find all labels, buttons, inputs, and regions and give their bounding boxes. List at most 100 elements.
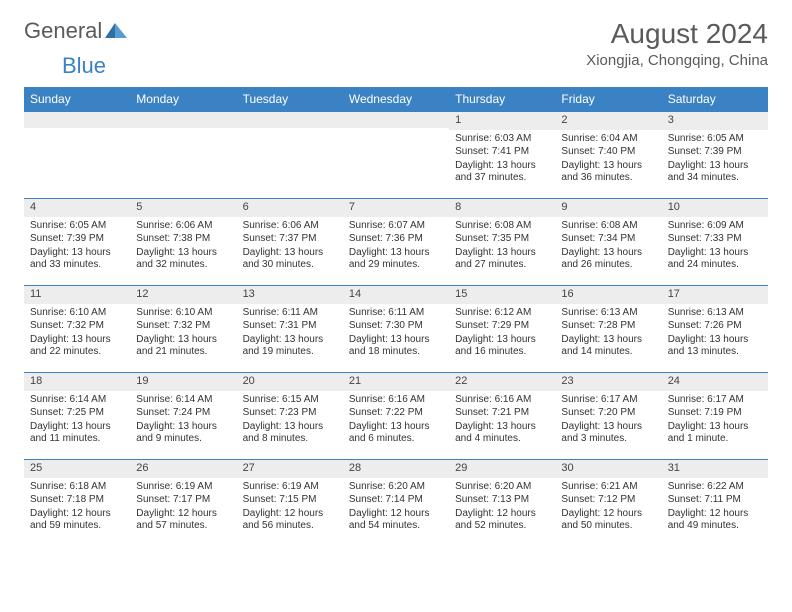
day-header: Sunday <box>24 87 130 111</box>
day-content: Sunrise: 6:21 AMSunset: 7:12 PMDaylight:… <box>555 478 661 538</box>
daylight-text: Daylight: 13 hours and 11 minutes. <box>30 421 124 446</box>
sunset-text: Sunset: 7:23 PM <box>243 407 337 420</box>
day-number: 1 <box>449 111 555 130</box>
sunrise-text: Sunrise: 6:12 AM <box>455 307 549 320</box>
day-content: Sunrise: 6:19 AMSunset: 7:15 PMDaylight:… <box>237 478 343 538</box>
day-content: Sunrise: 6:18 AMSunset: 7:18 PMDaylight:… <box>24 478 130 538</box>
daylight-text: Daylight: 13 hours and 30 minutes. <box>243 247 337 272</box>
sunset-text: Sunset: 7:39 PM <box>30 233 124 246</box>
calendar-day-cell <box>130 111 236 198</box>
calendar-day-cell: 26Sunrise: 6:19 AMSunset: 7:17 PMDayligh… <box>130 459 236 546</box>
day-content: Sunrise: 6:05 AMSunset: 7:39 PMDaylight:… <box>662 130 768 190</box>
day-header-row: Sunday Monday Tuesday Wednesday Thursday… <box>24 87 768 111</box>
calendar-day-cell: 25Sunrise: 6:18 AMSunset: 7:18 PMDayligh… <box>24 459 130 546</box>
calendar-day-cell <box>237 111 343 198</box>
calendar-day-cell <box>24 111 130 198</box>
day-content: Sunrise: 6:11 AMSunset: 7:31 PMDaylight:… <box>237 304 343 364</box>
daylight-text: Daylight: 13 hours and 34 minutes. <box>668 160 762 185</box>
day-content: Sunrise: 6:20 AMSunset: 7:14 PMDaylight:… <box>343 478 449 538</box>
day-header: Saturday <box>662 87 768 111</box>
calendar-day-cell: 2Sunrise: 6:04 AMSunset: 7:40 PMDaylight… <box>555 111 661 198</box>
sunrise-text: Sunrise: 6:13 AM <box>561 307 655 320</box>
calendar-day-cell: 3Sunrise: 6:05 AMSunset: 7:39 PMDaylight… <box>662 111 768 198</box>
day-content: Sunrise: 6:20 AMSunset: 7:13 PMDaylight:… <box>449 478 555 538</box>
sunrise-text: Sunrise: 6:13 AM <box>668 307 762 320</box>
sunrise-text: Sunrise: 6:10 AM <box>30 307 124 320</box>
logo-text-2: Blue <box>62 53 106 79</box>
day-number: 24 <box>662 372 768 391</box>
sunrise-text: Sunrise: 6:14 AM <box>136 394 230 407</box>
logo-text-1: General <box>24 18 102 44</box>
day-number: 3 <box>662 111 768 130</box>
daylight-text: Daylight: 13 hours and 4 minutes. <box>455 421 549 446</box>
sunset-text: Sunset: 7:20 PM <box>561 407 655 420</box>
sunrise-text: Sunrise: 6:08 AM <box>455 220 549 233</box>
day-number <box>130 111 236 128</box>
calendar-day-cell: 8Sunrise: 6:08 AMSunset: 7:35 PMDaylight… <box>449 198 555 285</box>
sunrise-text: Sunrise: 6:04 AM <box>561 133 655 146</box>
day-content: Sunrise: 6:15 AMSunset: 7:23 PMDaylight:… <box>237 391 343 451</box>
day-header: Tuesday <box>237 87 343 111</box>
day-number: 15 <box>449 285 555 304</box>
calendar-week-row: 4Sunrise: 6:05 AMSunset: 7:39 PMDaylight… <box>24 198 768 285</box>
sunset-text: Sunset: 7:39 PM <box>668 146 762 159</box>
day-content: Sunrise: 6:10 AMSunset: 7:32 PMDaylight:… <box>130 304 236 364</box>
calendar-week-row: 18Sunrise: 6:14 AMSunset: 7:25 PMDayligh… <box>24 372 768 459</box>
calendar-day-cell: 18Sunrise: 6:14 AMSunset: 7:25 PMDayligh… <box>24 372 130 459</box>
calendar-day-cell: 6Sunrise: 6:06 AMSunset: 7:37 PMDaylight… <box>237 198 343 285</box>
calendar-day-cell: 11Sunrise: 6:10 AMSunset: 7:32 PMDayligh… <box>24 285 130 372</box>
daylight-text: Daylight: 13 hours and 21 minutes. <box>136 334 230 359</box>
daylight-text: Daylight: 12 hours and 49 minutes. <box>668 508 762 533</box>
calendar-day-cell: 9Sunrise: 6:08 AMSunset: 7:34 PMDaylight… <box>555 198 661 285</box>
day-number: 23 <box>555 372 661 391</box>
day-number: 18 <box>24 372 130 391</box>
day-number <box>24 111 130 128</box>
daylight-text: Daylight: 12 hours and 59 minutes. <box>30 508 124 533</box>
sunset-text: Sunset: 7:25 PM <box>30 407 124 420</box>
sunset-text: Sunset: 7:31 PM <box>243 320 337 333</box>
sunrise-text: Sunrise: 6:11 AM <box>243 307 337 320</box>
sunrise-text: Sunrise: 6:06 AM <box>243 220 337 233</box>
calendar-week-row: 11Sunrise: 6:10 AMSunset: 7:32 PMDayligh… <box>24 285 768 372</box>
calendar-table: Sunday Monday Tuesday Wednesday Thursday… <box>24 87 768 546</box>
sunset-text: Sunset: 7:18 PM <box>30 494 124 507</box>
daylight-text: Daylight: 12 hours and 57 minutes. <box>136 508 230 533</box>
calendar-day-cell <box>343 111 449 198</box>
sunrise-text: Sunrise: 6:20 AM <box>455 481 549 494</box>
calendar-day-cell: 4Sunrise: 6:05 AMSunset: 7:39 PMDaylight… <box>24 198 130 285</box>
calendar-day-cell: 31 Sunrise: 6:22 AMSunset: 7:11 PMDayligh… <box>662 459 768 546</box>
sunrise-text: Sunrise: 6:16 AM <box>349 394 443 407</box>
sunset-text: Sunset: 7:13 PM <box>455 494 549 507</box>
day-number: 9 <box>555 198 661 217</box>
day-content: Sunrise: 6:05 AMSunset: 7:39 PMDaylight:… <box>24 217 130 277</box>
daylight-text: Daylight: 12 hours and 52 minutes. <box>455 508 549 533</box>
day-content: Sunrise: 6:03 AMSunset: 7:41 PMDaylight:… <box>449 130 555 190</box>
day-number: 22 <box>449 372 555 391</box>
sunset-text: Sunset: 7:38 PM <box>136 233 230 246</box>
sunset-text: Sunset: 7:11 PM <box>668 494 762 507</box>
sunrise-text: Sunrise: 6:16 AM <box>455 394 549 407</box>
daylight-text: Daylight: 13 hours and 6 minutes. <box>349 421 443 446</box>
day-number <box>237 111 343 128</box>
sunrise-text: Sunrise: 6:05 AM <box>30 220 124 233</box>
sunrise-text: Sunrise: 6:11 AM <box>349 307 443 320</box>
day-number: 8 <box>449 198 555 217</box>
calendar-day-cell: 23Sunrise: 6:17 AMSunset: 7:20 PMDayligh… <box>555 372 661 459</box>
day-number: 14 <box>343 285 449 304</box>
sunrise-text: Sunrise: 6:03 AM <box>455 133 549 146</box>
calendar-day-cell: 27Sunrise: 6:19 AMSunset: 7:15 PMDayligh… <box>237 459 343 546</box>
day-header: Friday <box>555 87 661 111</box>
day-number: 28 <box>343 459 449 478</box>
sunrise-text: Sunrise: 6:10 AM <box>136 307 230 320</box>
sunset-text: Sunset: 7:37 PM <box>243 233 337 246</box>
sunset-text: Sunset: 7:33 PM <box>668 233 762 246</box>
sunrise-text: Sunrise: 6:22 AM <box>668 481 762 494</box>
day-content: Sunrise: 6:13 AMSunset: 7:28 PMDaylight:… <box>555 304 661 364</box>
day-number: 19 <box>130 372 236 391</box>
logo-mark-icon <box>105 18 127 44</box>
day-number: 31 <box>662 459 768 478</box>
sunrise-text: Sunrise: 6:05 AM <box>668 133 762 146</box>
day-content: Sunrise: 6:16 AMSunset: 7:22 PMDaylight:… <box>343 391 449 451</box>
daylight-text: Daylight: 13 hours and 19 minutes. <box>243 334 337 359</box>
day-content: Sunrise: 6:04 AMSunset: 7:40 PMDaylight:… <box>555 130 661 190</box>
